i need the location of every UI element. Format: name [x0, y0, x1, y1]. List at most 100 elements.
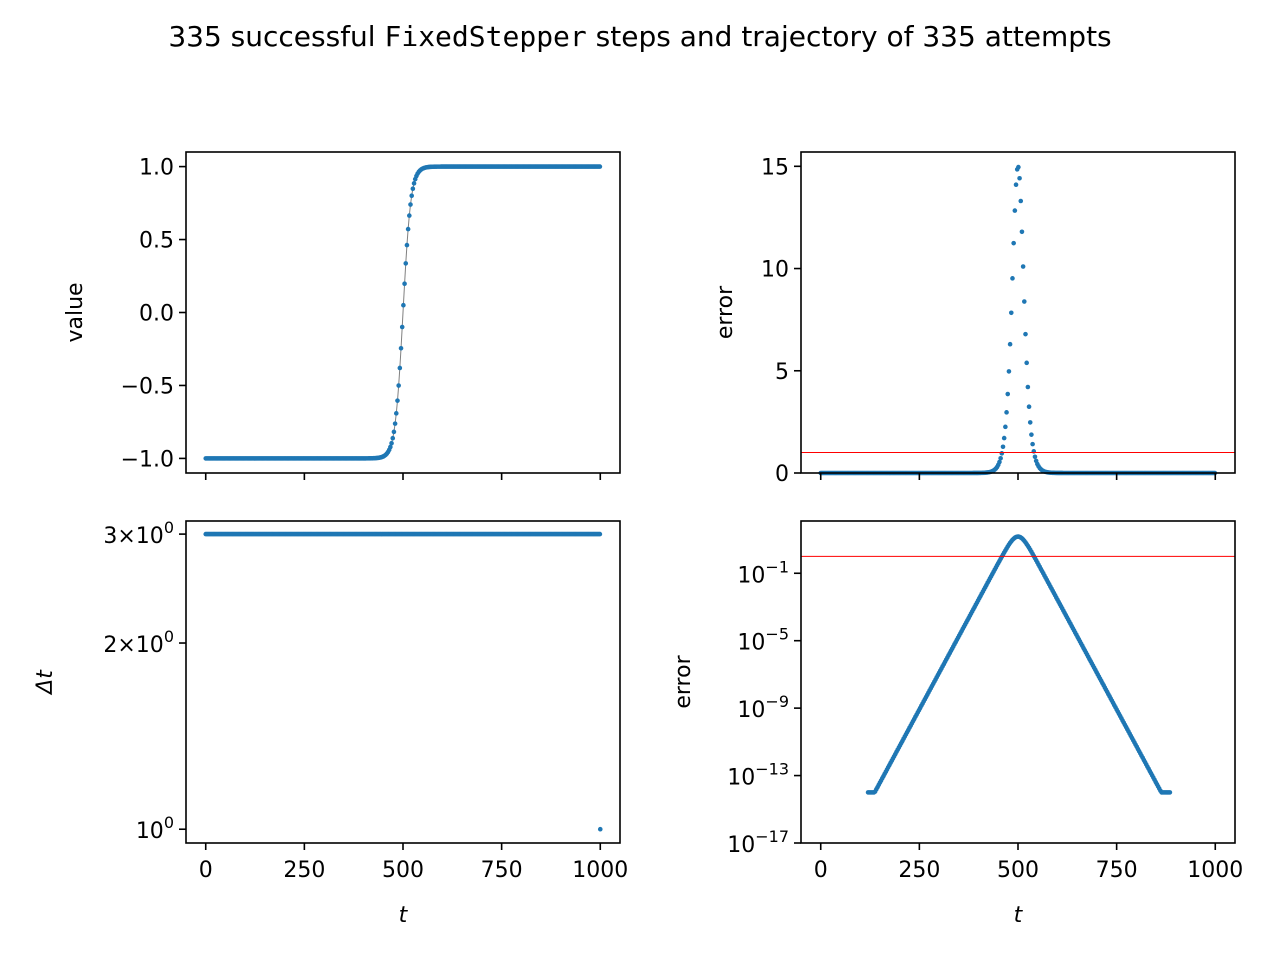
x-tick-label: 500	[997, 858, 1039, 883]
dt-y-axis-label: Δt	[33, 669, 58, 696]
value-point	[411, 181, 417, 186]
title-part-3: steps and trajectory of 335 attempts	[587, 20, 1112, 53]
y-tick-label: −0.5	[121, 374, 174, 399]
value-point	[390, 435, 396, 441]
error-log-point	[1167, 790, 1173, 795]
value-point	[397, 365, 403, 371]
x-tick-label: 0	[814, 858, 828, 883]
error-point	[1011, 240, 1016, 246]
error-point	[1027, 420, 1033, 425]
y-tick-label: 10−17	[727, 827, 789, 858]
panel-error-linear: 0 5 10 15 error	[713, 151, 1236, 487]
error-log-y-axis-label: error	[671, 654, 696, 708]
dt-point	[597, 531, 603, 537]
x-tick-label: 750	[481, 858, 523, 883]
error-point	[1012, 208, 1018, 213]
y-tick-label: 0	[775, 462, 789, 487]
value-point	[405, 226, 411, 232]
value-trajectory-line	[205, 166, 600, 459]
value-point	[404, 242, 410, 248]
value-y-axis-label: value	[63, 282, 88, 342]
error-point	[1019, 229, 1025, 235]
y-tick-label: 100	[136, 813, 174, 844]
figure-title: 335 successful FixedStepper steps and tr…	[168, 20, 1111, 53]
x-tick-label: 250	[283, 858, 325, 883]
y-tick-label: 0.5	[139, 229, 174, 254]
panels: −1.0 −0.5 0.0 0.5 1.0 value 0 5 10 15 error 0 250 500…	[33, 151, 1243, 928]
error-point	[1032, 454, 1038, 460]
y-tick-label: 10−1	[737, 557, 789, 588]
y-tick-label: 15	[761, 155, 789, 180]
value-point	[392, 421, 398, 426]
title-part-2: FixedStepper	[384, 20, 586, 53]
value-point	[402, 281, 407, 287]
error-point	[997, 459, 1002, 465]
y-tick-label: 10−5	[737, 625, 789, 656]
value-point	[388, 444, 393, 450]
value-point	[396, 383, 401, 388]
error-point	[1003, 424, 1008, 430]
y-tick-label: 10−13	[727, 760, 789, 791]
error-point	[1022, 299, 1027, 304]
dt-plot-area	[203, 531, 603, 832]
value-point	[399, 324, 405, 330]
error-point	[1004, 410, 1009, 415]
value-point	[408, 202, 413, 207]
value-plot-area	[203, 164, 603, 461]
panel-error-log: 0 250 500 750 1000 10−1 10−5 10−9 10−13 10−17 erro…	[671, 520, 1243, 928]
error-point	[1010, 276, 1015, 281]
value-point	[395, 398, 400, 403]
y-tick-label: 1.0	[139, 156, 174, 181]
error-point	[1025, 384, 1031, 390]
y-tick-label: 5	[775, 360, 789, 385]
y-tick-label: 10	[761, 258, 789, 283]
error-point	[998, 456, 1003, 461]
value-point	[391, 429, 397, 435]
y-tick-label: 2×100	[103, 627, 174, 658]
error-point	[1026, 404, 1032, 410]
error-point	[1023, 331, 1028, 337]
panel-dt: 0 250 500 750 1000 100 2×100 3×100 Δt t	[33, 518, 628, 928]
error-point	[1006, 369, 1012, 374]
error-point	[1024, 360, 1029, 366]
error-point	[1007, 341, 1013, 347]
value-point	[403, 261, 409, 266]
x-tick-label: 750	[1096, 858, 1138, 883]
title-part-1: 335 successful	[168, 20, 384, 53]
error-log-x-axis-label: t	[1014, 903, 1024, 928]
y-tick-label: −1.0	[121, 447, 174, 472]
error-point	[1017, 175, 1022, 181]
error-point	[1005, 391, 1011, 397]
error-point	[1001, 435, 1007, 441]
error-point	[999, 451, 1005, 456]
error-linear-y-axis-label: error	[713, 285, 738, 339]
dt-final-point	[597, 826, 603, 832]
error-point	[1030, 441, 1035, 447]
error-linear-frame	[800, 151, 1236, 474]
error-point	[1000, 444, 1006, 450]
value-point	[409, 193, 414, 198]
error-log-plot-area	[801, 534, 1235, 795]
error-point	[1018, 198, 1024, 204]
x-tick-label: 250	[898, 858, 940, 883]
x-tick-label: 1000	[572, 858, 628, 883]
y-tick-label: 3×100	[103, 518, 174, 549]
x-tick-label: 500	[382, 858, 424, 883]
value-point	[398, 345, 404, 351]
value-point	[410, 186, 416, 192]
y-tick-label: 10−9	[737, 692, 789, 723]
x-tick-label: 1000	[1187, 858, 1243, 883]
value-point	[389, 440, 394, 446]
error-point	[1020, 264, 1026, 269]
dt-frame	[185, 520, 621, 844]
value-point	[401, 302, 406, 308]
value-point	[407, 213, 412, 218]
x-tick-label: 0	[199, 858, 213, 883]
dt-x-axis-label: t	[399, 903, 409, 928]
y-tick-label: 0.0	[139, 302, 174, 327]
error-point	[1008, 310, 1014, 316]
error-linear-plot-area	[801, 164, 1235, 476]
error-point	[1016, 164, 1021, 170]
value-point	[393, 411, 399, 416]
